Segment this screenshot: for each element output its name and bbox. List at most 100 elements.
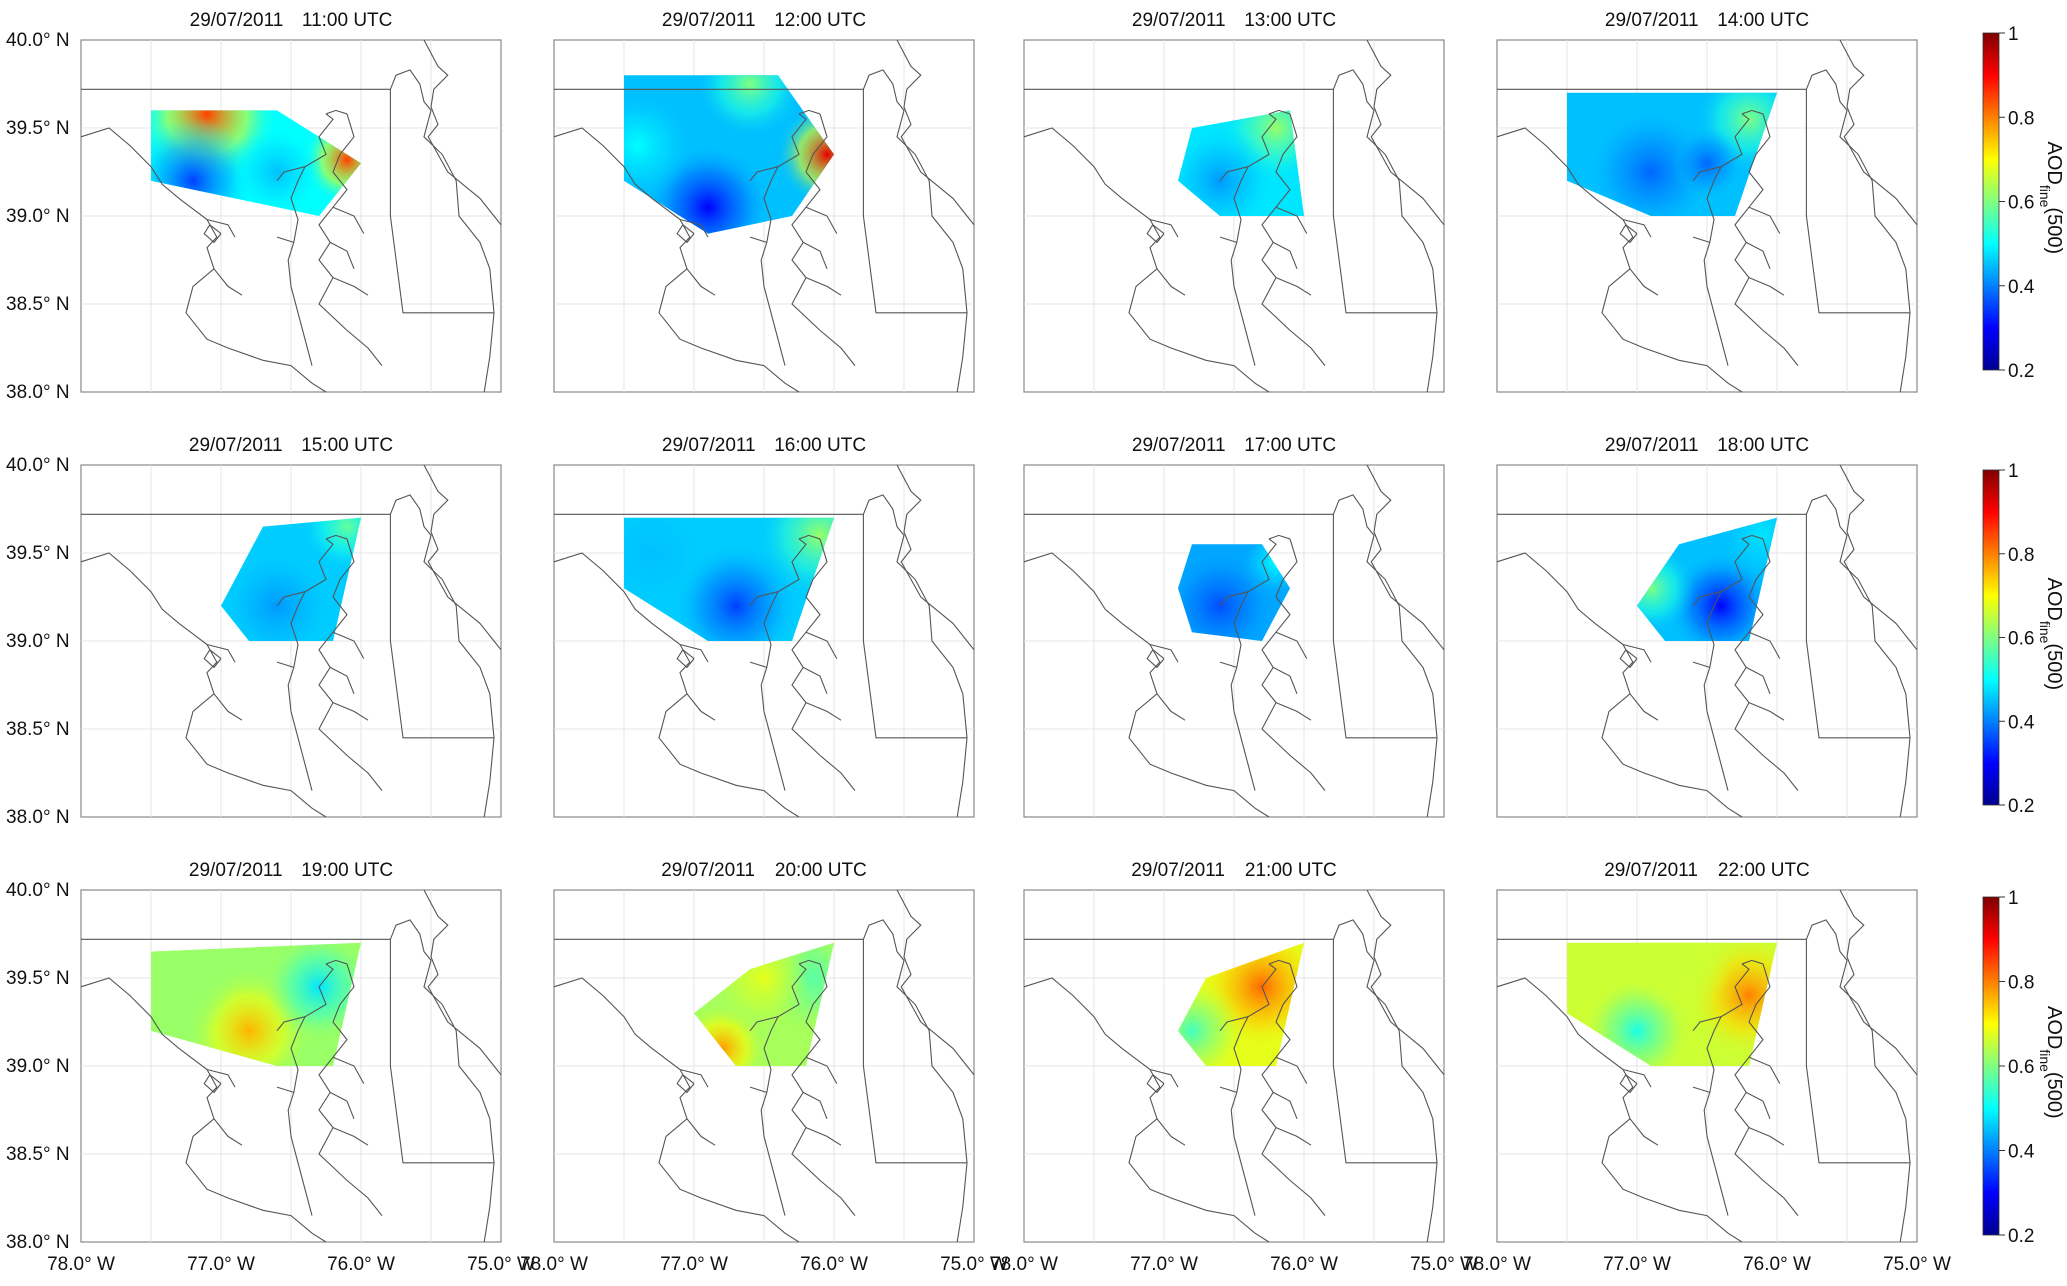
colorbar-label: AODfine(500)	[2037, 1006, 2065, 1119]
panel-time: 14:00 UTC	[1717, 10, 1809, 31]
colorbar-tick-label: 0.8	[2008, 973, 2034, 994]
colorbar: 1 0.8 0.6 0.4 0.2 AODfine(500)	[1982, 24, 2065, 382]
latitude-tick-label: 39.5° N	[6, 118, 70, 139]
map-panel: 29/07/2011 13:00 UTC	[1023, 10, 1445, 393]
latitude-tick-label: 39.5° N	[6, 543, 70, 564]
colorbars: 1 0.8 0.6 0.4 0.2 AODfine(500) 1 0.8 0.6 0.4 0.2 AO…	[1982, 24, 2065, 1247]
latitude-tick-label: 38.0° N	[6, 1232, 70, 1253]
latitude-tick-label: 38.5° N	[6, 1144, 70, 1165]
latitude-tick-label: 39.0° N	[6, 631, 70, 652]
panel-date: 29/07/2011	[1605, 10, 1698, 31]
panel-time: 20:00 UTC	[775, 860, 867, 881]
longitude-tick-label: 77.0° W	[1130, 1254, 1198, 1275]
panel-date: 29/07/2011	[1132, 435, 1225, 456]
colorbar-ramp	[1982, 469, 2000, 806]
coastline-state-boundaries	[1023, 39, 1445, 393]
longitude-tick-label: 78.0° W	[520, 1254, 588, 1275]
latitude-tick-label: 39.5° N	[6, 968, 70, 989]
longitude-tick-label: 78.0° W	[990, 1254, 1058, 1275]
latitude-tick-label: 38.5° N	[6, 719, 70, 740]
map-panel: 29/07/2011 21:00 UTC	[1023, 860, 1445, 1243]
longitude-tick-label: 78.0° W	[47, 1254, 115, 1275]
coastline-state-boundaries	[553, 464, 975, 818]
latitude-axis-labels: 40.0° N 39.5° N 39.0° N 38.5° N 38.0° N 40.0°…	[6, 30, 70, 1253]
panel-title: 29/07/2011 22:00 UTC	[1604, 860, 1810, 881]
longitude-tick-label: 75.0° W	[1883, 1254, 1951, 1275]
panel-title: 29/07/2011 11:00 UTC	[190, 10, 393, 31]
coastline-state-boundaries	[553, 889, 975, 1243]
coastline-state-boundaries	[1023, 464, 1445, 818]
colorbar-ramp	[1982, 896, 2000, 1236]
map-gridlines	[1024, 890, 1444, 1242]
colorbar-tick-label: 0.8	[2008, 545, 2034, 566]
panel-title: 29/07/2011 20:00 UTC	[661, 860, 867, 881]
colorbar-tick-label: 0.4	[2008, 712, 2035, 733]
coastline-state-boundaries	[80, 889, 502, 1243]
latitude-tick-label: 39.0° N	[6, 206, 70, 227]
longitude-tick-label: 77.0° W	[660, 1254, 728, 1275]
colorbar-tick-label: 0.8	[2008, 108, 2034, 129]
aod-field	[624, 517, 834, 641]
panel-title: 29/07/2011 21:00 UTC	[1131, 860, 1337, 881]
map-panel: 29/07/2011 22:00 UTC	[1496, 860, 1918, 1243]
latitude-tick-label: 38.0° N	[6, 382, 70, 403]
colorbar: 1 0.8 0.6 0.4 0.2 AODfine(500)	[1982, 888, 2065, 1247]
panel-date: 29/07/2011	[190, 10, 283, 31]
colorbar-tick-label: 0.4	[2008, 277, 2035, 298]
longitude-tick-label: 76.0° W	[1743, 1254, 1811, 1275]
latitude-tick-label: 38.0° N	[6, 807, 70, 828]
coastline-state-boundaries	[1496, 889, 1918, 1243]
panel-date: 29/07/2011	[1605, 435, 1698, 456]
colorbar-label: AODfine(500)	[2037, 578, 2065, 691]
colorbar-ramp	[1982, 32, 2000, 371]
panel-date: 29/07/2011	[189, 435, 282, 456]
colorbar-label: AODfine(500)	[2037, 142, 2065, 255]
coastline-state-boundaries	[1496, 464, 1918, 818]
panel-time: 22:00 UTC	[1718, 860, 1810, 881]
coastline-state-boundaries	[1023, 889, 1445, 1243]
panel-title: 29/07/2011 15:00 UTC	[189, 435, 393, 456]
colorbar-tick-label: 0.2	[2008, 1226, 2034, 1247]
panel-date: 29/07/2011	[1131, 860, 1225, 881]
longitude-tick-label: 76.0° W	[1270, 1254, 1338, 1275]
longitude-tick-label: 78.0° W	[1463, 1254, 1531, 1275]
panel-date: 29/07/2011	[189, 860, 282, 881]
panel-time: 12:00 UTC	[774, 10, 866, 31]
map-panel: 29/07/2011 14:00 UTC	[1496, 10, 1918, 393]
panel-title: 29/07/2011 19:00 UTC	[189, 860, 393, 881]
longitude-tick-label: 75.0° W	[467, 1254, 535, 1275]
map-panel: 29/07/2011 11:00 UTC	[80, 10, 502, 393]
colorbar-tick-label: 0.6	[2008, 629, 2034, 650]
panel-date: 29/07/2011	[662, 10, 755, 31]
map-panel: 29/07/2011 15:00 UTC	[80, 435, 502, 818]
colorbar-tick-label: 0.4	[2008, 1142, 2035, 1163]
colorbar-tick-label: 0.2	[2008, 796, 2034, 817]
coastline-state-boundaries	[80, 39, 502, 393]
longitude-tick-label: 76.0° W	[327, 1254, 395, 1275]
longitude-tick-label: 77.0° W	[1603, 1254, 1671, 1275]
latitude-tick-label: 38.5° N	[6, 294, 70, 315]
panel-time: 18:00 UTC	[1717, 435, 1809, 456]
panel-title: 29/07/2011 17:00 UTC	[1132, 435, 1336, 456]
panel-time: 16:00 UTC	[774, 435, 866, 456]
panel-date: 29/07/2011	[662, 435, 755, 456]
panel-time: 19:00 UTC	[301, 860, 393, 881]
map-panel: 29/07/2011 12:00 UTC	[553, 10, 975, 393]
map-gridlines	[1497, 465, 1917, 817]
panel-title: 29/07/2011 18:00 UTC	[1605, 435, 1809, 456]
colorbar-tick-label: 1	[2008, 888, 2019, 909]
longitude-tick-label: 77.0° W	[187, 1254, 255, 1275]
panel-title: 29/07/2011 16:00 UTC	[662, 435, 866, 456]
panel-date: 29/07/2011	[1132, 10, 1225, 31]
panel-date: 29/07/2011	[661, 860, 755, 881]
longitude-tick-label: 75.0° W	[1410, 1254, 1478, 1275]
aod-field	[151, 110, 361, 216]
map-panels: 29/07/2011 11:00 UTC 29/07/2011 12:00 UTC 29…	[80, 10, 1918, 1243]
coastline-state-boundaries	[80, 464, 502, 818]
colorbar-tick-label: 0.6	[2008, 193, 2034, 214]
coastline-state-boundaries	[1496, 39, 1918, 393]
map-panel: 29/07/2011 20:00 UTC	[553, 860, 975, 1243]
panel-title: 29/07/2011 13:00 UTC	[1132, 10, 1336, 31]
colorbar: 1 0.8 0.6 0.4 0.2 AODfine(500)	[1982, 461, 2065, 817]
